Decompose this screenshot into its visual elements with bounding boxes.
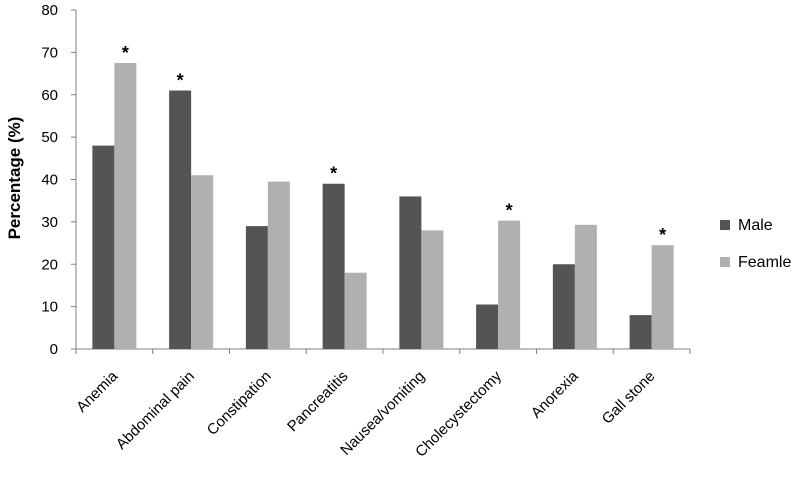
significance-markers: * * * * * bbox=[122, 43, 666, 245]
x-category-label: Anemia bbox=[73, 367, 121, 415]
bar-feamle-4 bbox=[421, 230, 444, 349]
x-category-label: Anorexia bbox=[528, 367, 582, 421]
legend-swatch-male bbox=[720, 220, 730, 230]
bar-male-4 bbox=[399, 196, 422, 349]
bar-feamle-3 bbox=[344, 272, 367, 349]
bar-male-7 bbox=[629, 315, 652, 349]
bar-feamle-0 bbox=[114, 62, 137, 349]
y-tick-label: 60 bbox=[41, 87, 58, 104]
bar-feamle-6 bbox=[574, 224, 597, 349]
legend-label-feamle: Feamle bbox=[738, 254, 791, 271]
y-tick-label: 80 bbox=[41, 2, 58, 19]
bar-feamle-1 bbox=[191, 175, 214, 349]
y-tick-label: 20 bbox=[41, 256, 58, 273]
y-tick-label: 0 bbox=[50, 341, 58, 358]
x-category-label: Gall stone bbox=[599, 368, 659, 428]
significance-asterisk: * bbox=[177, 71, 184, 91]
bar-feamle-5 bbox=[498, 220, 521, 349]
bar-feamle-2 bbox=[267, 181, 290, 349]
x-category-label: Constipation bbox=[204, 368, 275, 439]
bars bbox=[92, 62, 674, 349]
significance-asterisk: * bbox=[659, 225, 666, 245]
y-tick-label: 10 bbox=[41, 299, 58, 316]
y-tick-label: 50 bbox=[41, 129, 58, 146]
bar-male-2 bbox=[245, 226, 268, 349]
y-axis-title: Percentage (%) bbox=[5, 117, 24, 240]
x-category-label: Pancreatitis bbox=[284, 368, 351, 435]
bar-male-1 bbox=[169, 90, 192, 349]
legend: Male Feamle bbox=[720, 217, 791, 271]
significance-asterisk: * bbox=[122, 43, 129, 63]
y-tick-label: 30 bbox=[41, 214, 58, 231]
y-tick-label: 70 bbox=[41, 44, 58, 61]
significance-asterisk: * bbox=[330, 164, 337, 184]
y-ticks: 0 10 20 30 40 50 60 70 80 bbox=[41, 2, 76, 358]
bar-male-0 bbox=[92, 145, 115, 349]
bar-male-5 bbox=[476, 304, 499, 349]
legend-label-male: Male bbox=[738, 217, 773, 234]
x-category-label: Abdominal pain bbox=[113, 368, 198, 453]
bar-feamle-7 bbox=[651, 245, 674, 349]
bar-male-6 bbox=[552, 264, 575, 349]
bar-male-3 bbox=[322, 183, 345, 349]
y-tick-label: 40 bbox=[41, 172, 58, 189]
axes bbox=[75, 10, 691, 354]
significance-asterisk: * bbox=[506, 201, 513, 221]
legend-swatch-feamle bbox=[720, 257, 730, 267]
